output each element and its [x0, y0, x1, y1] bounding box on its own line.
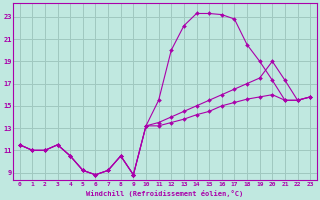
X-axis label: Windchill (Refroidissement éolien,°C): Windchill (Refroidissement éolien,°C) [86, 190, 244, 197]
